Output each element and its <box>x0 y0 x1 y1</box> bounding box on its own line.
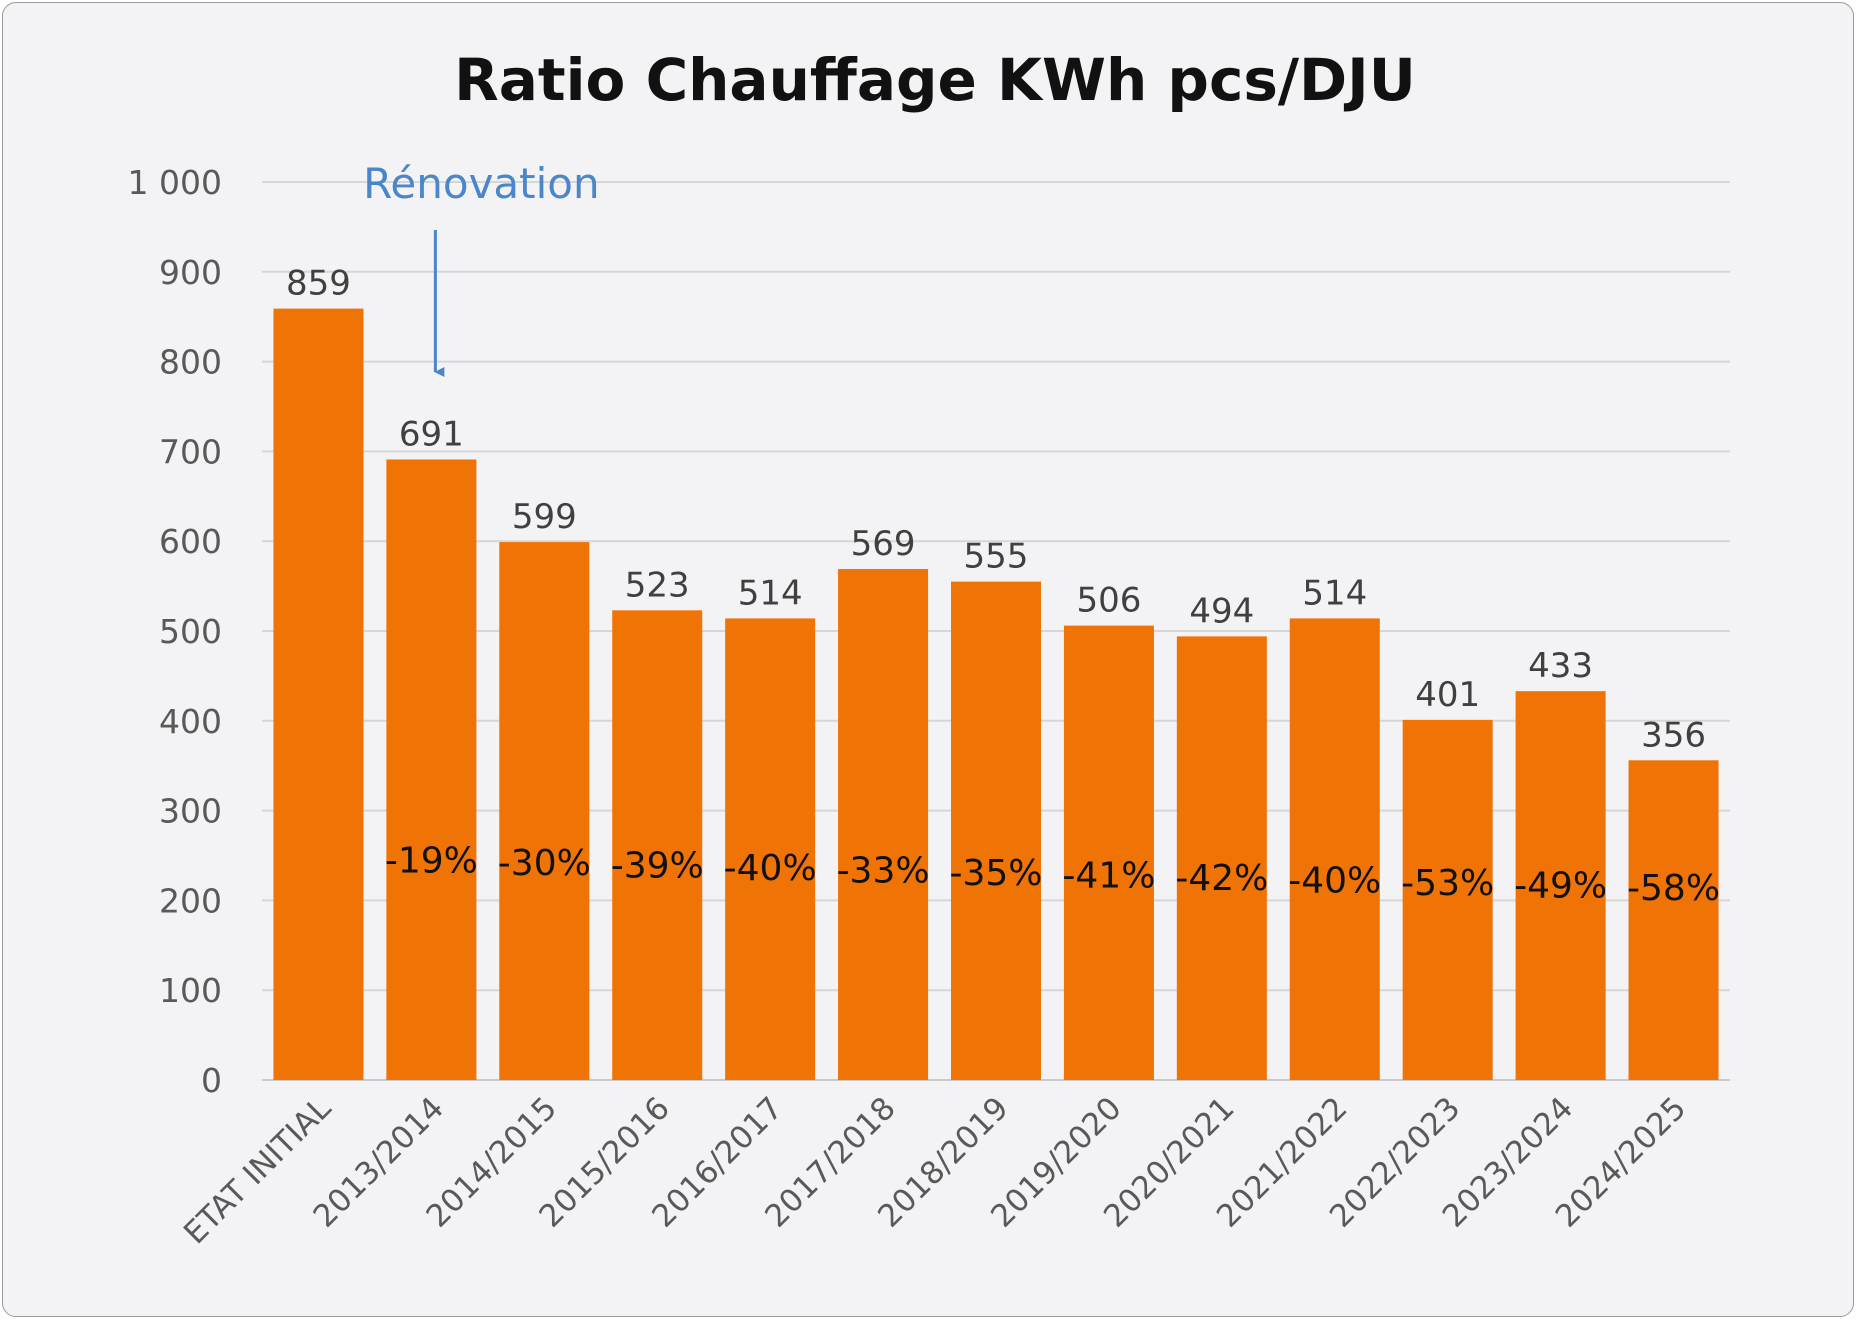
bar <box>612 610 703 1080</box>
x-tick-label: ETAT INITIAL <box>177 1090 339 1252</box>
bar <box>1515 691 1606 1080</box>
value-label: 514 <box>1302 573 1367 613</box>
bar <box>1289 618 1380 1080</box>
value-label: 514 <box>738 573 803 613</box>
value-label: 555 <box>964 537 1029 577</box>
y-tick-label: 700 <box>159 432 222 471</box>
y-tick-label: 200 <box>159 881 222 920</box>
y-tick-label: 900 <box>159 253 222 292</box>
y-tick-label: 0 <box>201 1061 222 1100</box>
value-label: 569 <box>851 524 916 564</box>
percent-label: -35% <box>949 853 1042 894</box>
chart-title: Ratio Chauffage KWh pcs/DJU <box>454 46 1416 114</box>
bar <box>725 618 816 1080</box>
value-label: 506 <box>1076 581 1141 621</box>
value-label: 494 <box>1189 591 1254 631</box>
value-label: 691 <box>399 414 464 454</box>
bar <box>1402 719 1493 1080</box>
percent-label: -19% <box>385 841 478 882</box>
percent-label: -49% <box>1514 866 1607 907</box>
bar <box>386 459 477 1080</box>
y-tick-label: 100 <box>159 971 222 1010</box>
percent-label: -53% <box>1401 863 1494 904</box>
value-label: 599 <box>512 497 577 537</box>
percent-label: -39% <box>611 846 704 887</box>
value-label: 433 <box>1528 646 1593 686</box>
renovation-annotation: Rénovation <box>363 159 600 377</box>
bars <box>273 308 1719 1080</box>
y-axis-ticks: 0 100 200 300 400 500 600 700 800 900 1 000 <box>128 163 222 1100</box>
value-label: 523 <box>625 565 690 605</box>
bar <box>1063 625 1154 1080</box>
bar <box>838 569 929 1080</box>
y-tick-label: 800 <box>159 343 222 382</box>
percent-label: -30% <box>498 843 591 884</box>
percent-label: -40% <box>1288 861 1381 902</box>
percent-label: -42% <box>1175 858 1268 899</box>
y-tick-label: 600 <box>159 522 222 561</box>
percent-label: -40% <box>724 848 817 889</box>
value-label: 859 <box>286 264 351 304</box>
y-tick-label: 400 <box>159 702 222 741</box>
bar <box>951 581 1041 1080</box>
annotation-label: Rénovation <box>363 159 600 208</box>
value-label: 356 <box>1641 715 1706 755</box>
y-tick-label: 300 <box>159 792 222 831</box>
bar <box>499 542 590 1080</box>
y-tick-label: 500 <box>159 612 222 651</box>
value-label: 401 <box>1415 675 1480 715</box>
bar <box>1176 636 1267 1080</box>
bar <box>273 308 364 1080</box>
percent-label: -58% <box>1627 868 1720 909</box>
percent-label: -41% <box>1062 856 1155 897</box>
x-axis-ticks: ETAT INITIAL2013/20142014/20152015/20162… <box>177 1090 1693 1252</box>
bar <box>1628 760 1719 1080</box>
data-labels: 859 691 -19% 599 -30% 523 -39% 514 -40% 569 -33% 55… <box>286 264 1720 909</box>
percent-label: -33% <box>837 851 930 892</box>
y-tick-label: 1 000 <box>128 163 222 202</box>
